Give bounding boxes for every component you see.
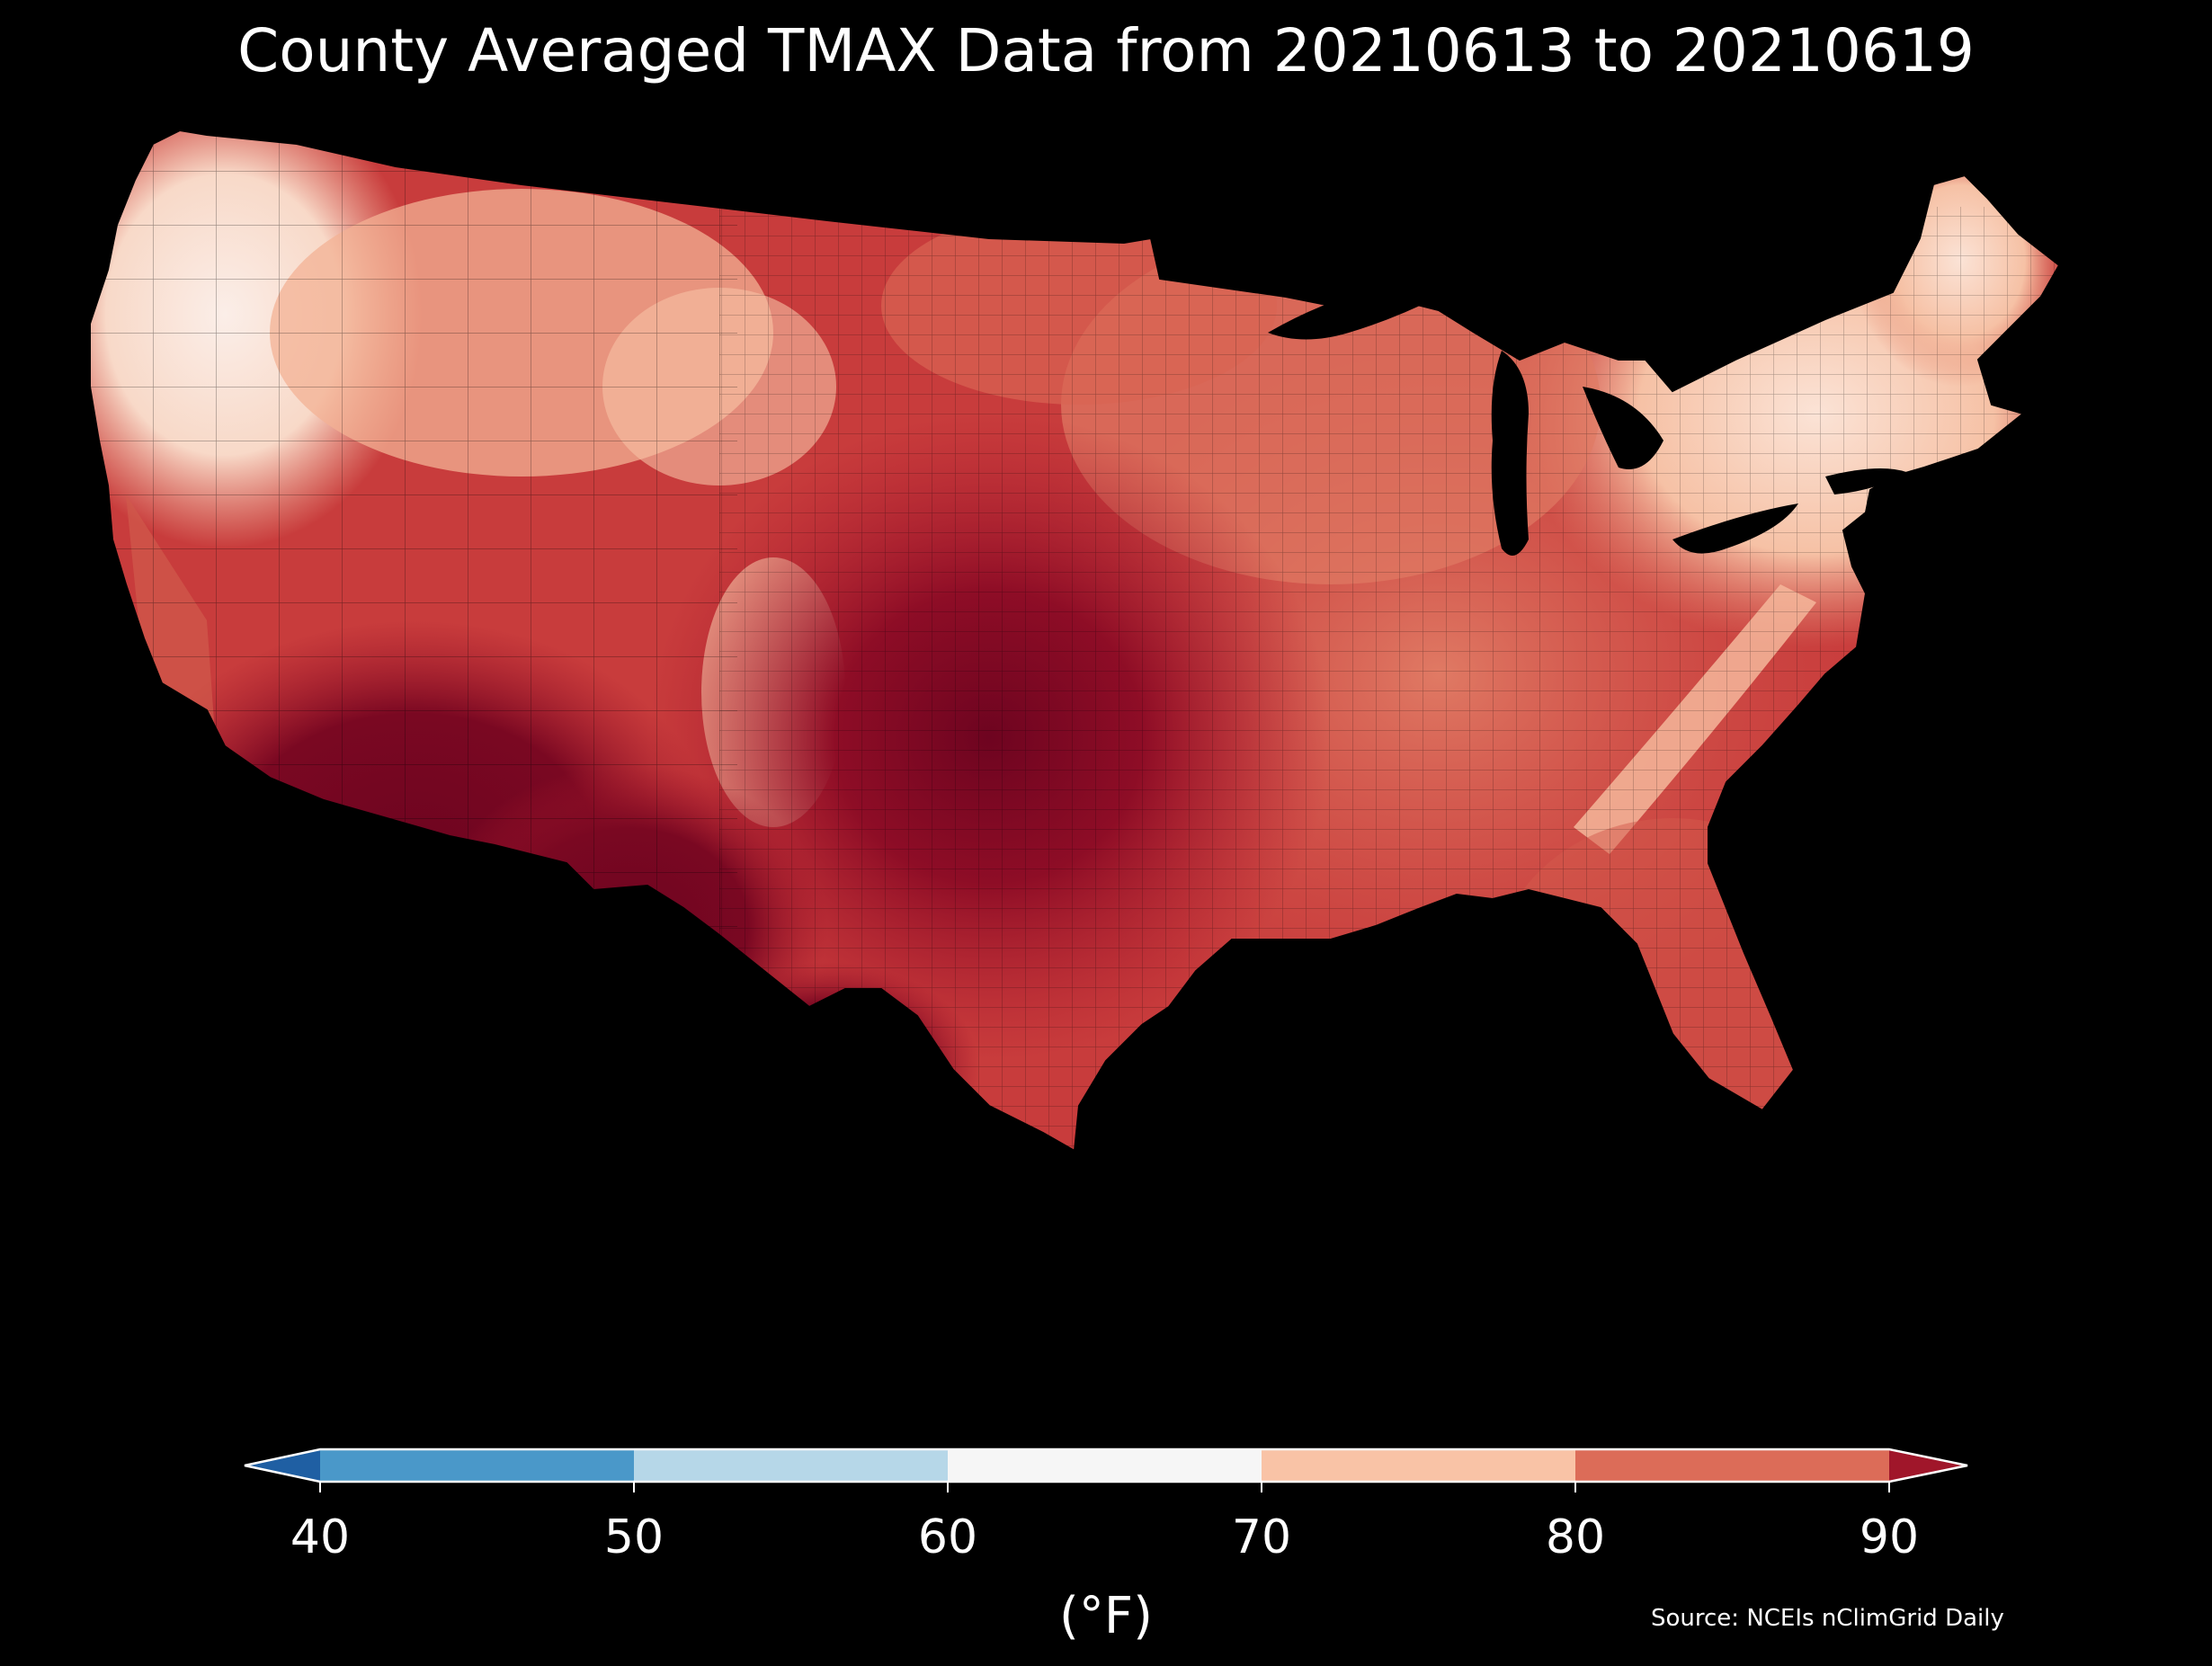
colorbar-tick-50: 50: [603, 1510, 664, 1564]
colorbar-tick-60: 60: [917, 1510, 978, 1564]
colorbar-unit-label: (°F): [1059, 1587, 1153, 1645]
colorbar-bin-80-90: [1575, 1449, 1889, 1482]
source-credit: Source: NCEIs nClimGrid Daily: [1651, 1605, 2004, 1632]
colorbar-bin-40-50: [320, 1449, 634, 1482]
colorbar-extend-low: [245, 1449, 320, 1482]
chesapeake-bay: [1888, 620, 1924, 728]
map-title: County Averaged TMAX Data from 20210613 …: [237, 16, 1975, 85]
colorbar-extend-high: [1889, 1449, 1967, 1482]
colorbar-bin-50-60: [634, 1449, 948, 1482]
colorbar-tick-70: 70: [1231, 1510, 1292, 1564]
colorbar-frame: [244, 1448, 1968, 1483]
colorbar-bin-70-80: [1262, 1449, 1575, 1482]
colorbar-tick-40: 40: [290, 1510, 351, 1564]
colorbar-tick-marks: [319, 1482, 1890, 1492]
great-lakes: [1268, 286, 1906, 556]
colorbar-tick-80: 80: [1545, 1510, 1606, 1564]
map-fill: [90, 130, 2059, 1151]
colorbar-tick-90: 90: [1859, 1510, 1920, 1564]
colorbar-bin-60-70: [948, 1449, 1262, 1482]
us-county-map: [90, 129, 2060, 1152]
